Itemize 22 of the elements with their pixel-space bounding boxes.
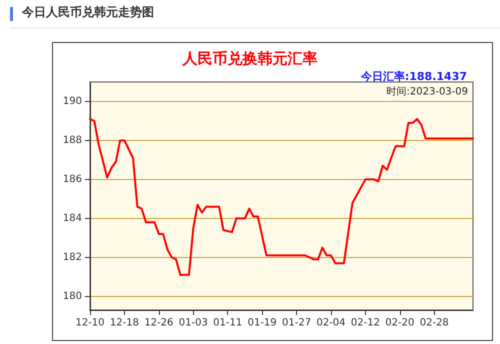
x-tick-label: 01-27	[282, 318, 312, 328]
x-tick-label: 12-10	[75, 318, 105, 328]
annotation: 时间:2023-03-09	[386, 86, 468, 98]
y-tick-label: 190	[62, 96, 82, 107]
x-tick-label: 12-26	[144, 318, 174, 328]
y-tick-label: 184	[62, 212, 82, 224]
x-tick-label: 02-28	[420, 318, 449, 328]
line-series	[89, 118, 474, 276]
y-tick-label: 188	[62, 134, 82, 146]
x-tick-label: 01-11	[213, 318, 242, 328]
chart-title: 人民币兑换韩元汇率	[182, 50, 318, 68]
x-tick-label: 01-03	[178, 318, 208, 328]
chart-subtitle: 今日汇率:188.1437	[360, 70, 467, 83]
y-tick-label: 180	[62, 290, 82, 302]
x-tick-label: 12-18	[110, 318, 139, 328]
y-tick-label: 186	[62, 174, 82, 185]
x-tick-label: 02-20	[385, 318, 414, 328]
x-tick-label: 02-04	[316, 318, 346, 328]
x-tick-label: 01-19	[248, 318, 277, 328]
text: 今日人民币兑韩元走势图	[21, 5, 154, 19]
y-tick-label: 182	[62, 252, 82, 263]
x-tick-label: 02-12	[350, 318, 380, 328]
